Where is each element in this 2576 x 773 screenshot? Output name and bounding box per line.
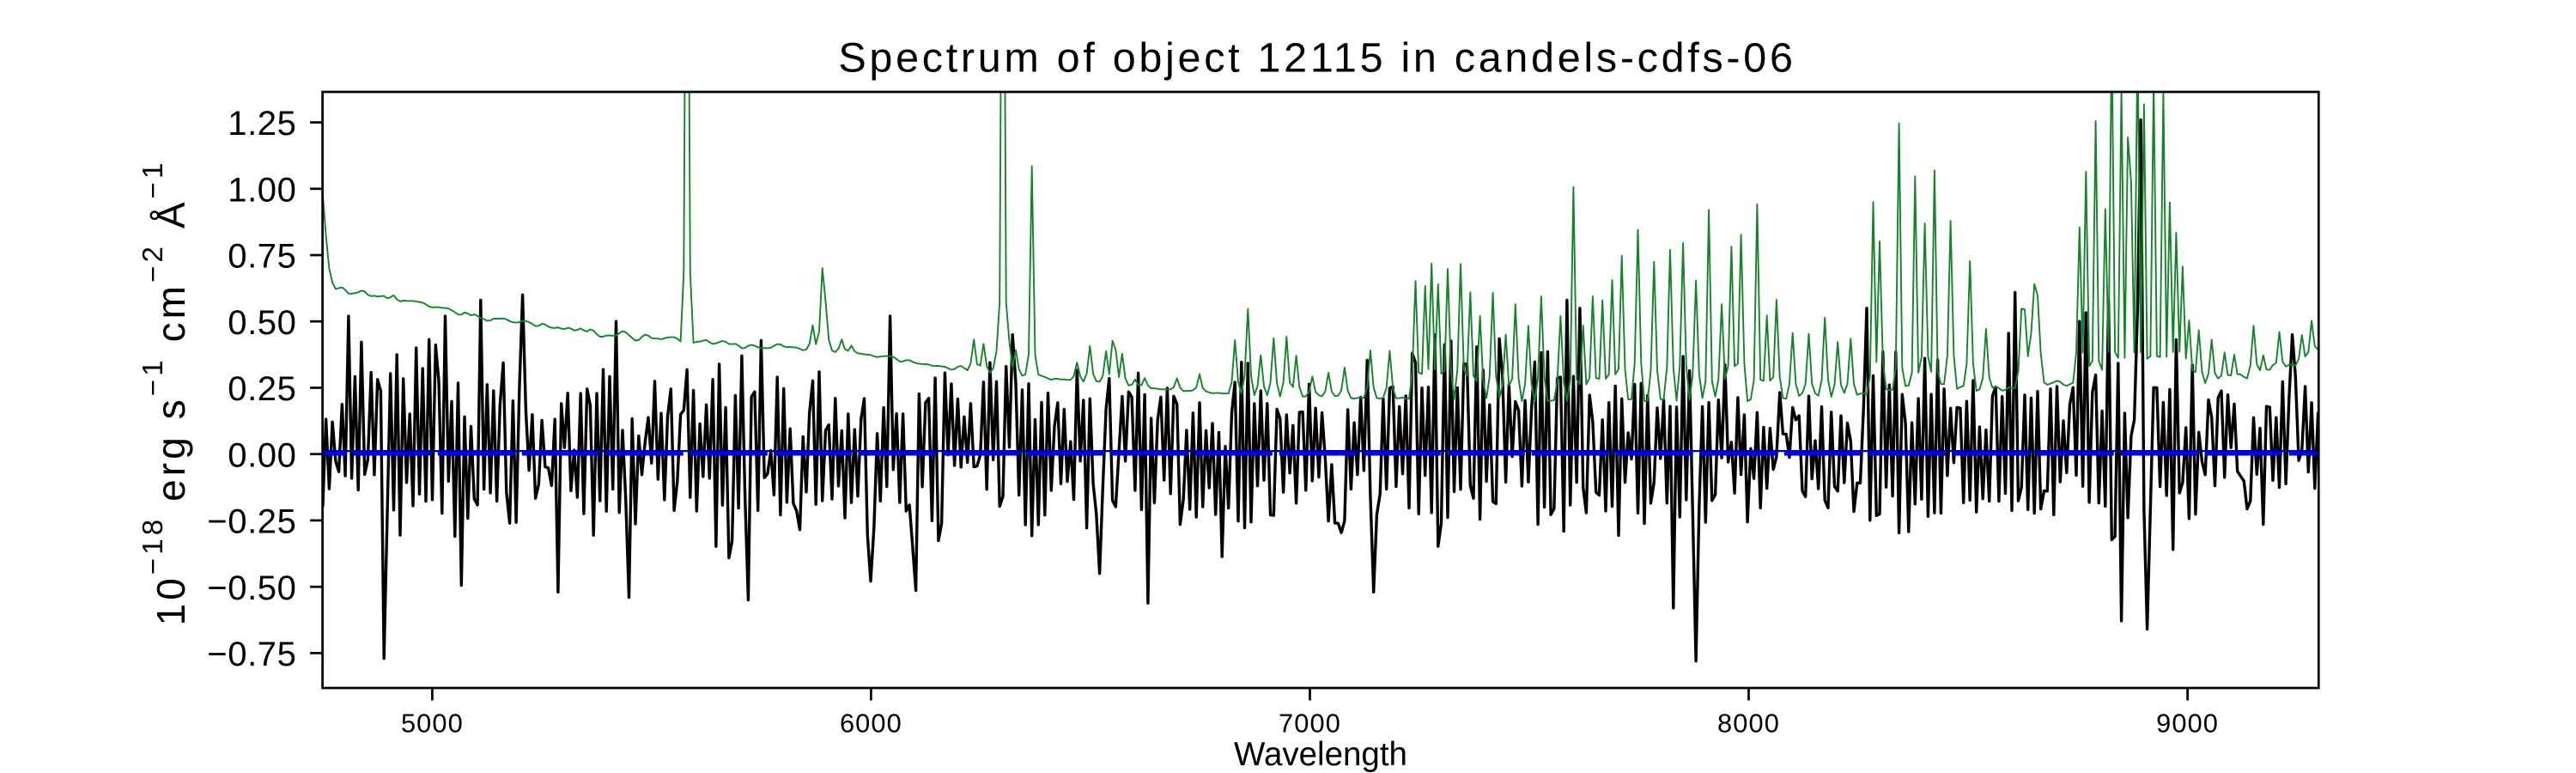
svg-text:8000: 8000 bbox=[1717, 709, 1780, 739]
svg-text:7000: 7000 bbox=[1279, 709, 1341, 739]
svg-text:0.25: 0.25 bbox=[228, 370, 296, 408]
svg-text:9000: 9000 bbox=[2156, 709, 2219, 739]
svg-text:Wavelength: Wavelength bbox=[1234, 736, 1407, 773]
svg-text:5000: 5000 bbox=[401, 709, 464, 739]
svg-text:−0.75: −0.75 bbox=[207, 636, 296, 673]
svg-text:1.25: 1.25 bbox=[228, 105, 296, 143]
svg-text:0.00: 0.00 bbox=[228, 436, 296, 474]
svg-text:0.50: 0.50 bbox=[228, 304, 296, 342]
svg-text:Spectrum of object 12115 in ca: Spectrum of object 12115 in candels-cdfs… bbox=[838, 35, 1795, 82]
svg-text:6000: 6000 bbox=[840, 709, 902, 739]
svg-text:1.00: 1.00 bbox=[228, 171, 296, 209]
svg-text:−0.50: −0.50 bbox=[207, 569, 296, 607]
svg-text:0.75: 0.75 bbox=[228, 238, 296, 276]
svg-text:−0.25: −0.25 bbox=[207, 503, 296, 541]
